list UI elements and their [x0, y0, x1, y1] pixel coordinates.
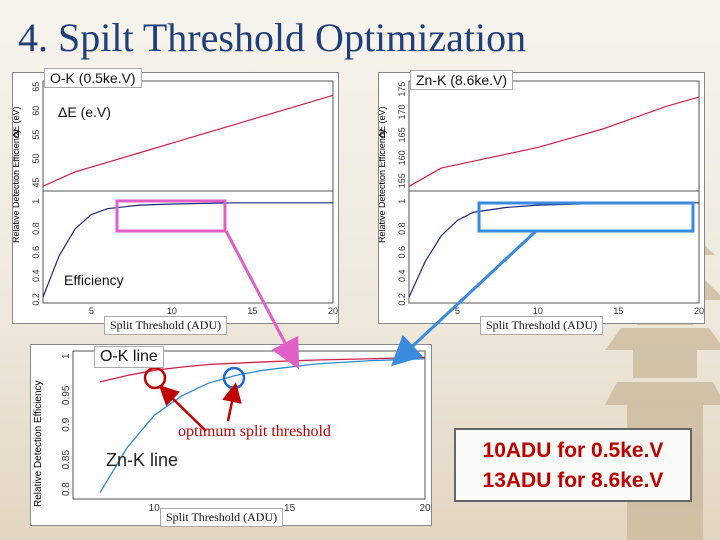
cb-y-tick-3: 0.95 — [61, 385, 72, 405]
zn-x-tick-1: 10 — [533, 306, 543, 316]
zn-x-tick-3: 20 — [694, 306, 704, 316]
ok-bot-tick-0: 0.2 — [31, 293, 41, 306]
zn-top-tick-3: 170 — [397, 105, 407, 120]
ok-panel-label: O-K (0.5ke.V) — [44, 68, 142, 88]
delta-e-label: ΔE (e.V) — [58, 104, 111, 120]
znk-xlabel: Split Threshold (ADU) — [480, 316, 604, 335]
ok-ylabel-bottom: Relative Detection Efficiency — [12, 129, 21, 243]
cb-x-tick-1: 15 — [284, 503, 296, 514]
ok-optimum-marker — [143, 366, 167, 390]
zn-bot-tick-3: 0.8 — [397, 222, 407, 235]
zn-x-tick-0: 5 — [455, 306, 460, 316]
zn-top-tick-4: 175 — [397, 82, 407, 97]
ok-plot: Relative Detection Efficiency ΔE (eV) 45… — [12, 72, 339, 324]
znk-zoom-arrow — [391, 229, 538, 367]
cb-y-tick-0: 0.8 — [61, 482, 72, 496]
ok-top-tick-0: 45 — [31, 177, 41, 187]
ok-bot-tick-4: 1 — [31, 199, 41, 204]
ok-top-tick-1: 50 — [31, 154, 41, 164]
cb-y-tick-1: 0.85 — [61, 450, 72, 470]
ok-bot-tick-3: 0.8 — [31, 222, 41, 235]
ok-xlabel: Split Threshold (ADU) — [104, 316, 228, 335]
ok-bot-tick-2: 0.6 — [31, 246, 41, 259]
ok-focus-box — [115, 199, 227, 233]
combined-znk-curve — [99, 358, 426, 493]
ok-top-tick-2: 55 — [31, 130, 41, 140]
ok-top-tick-4: 65 — [31, 82, 41, 92]
zn-bot-tick-2: 0.6 — [397, 246, 407, 259]
cb-y-tick-2: 0.9 — [61, 417, 72, 431]
ok-bot-tick-1: 0.4 — [31, 270, 41, 283]
combined-xlabel: Split Threshold (ADU) — [160, 508, 284, 527]
combined-ylabel: Relative Detection Efficiency — [33, 380, 44, 507]
znk-ylabel-bottom: Relative Detection Efficiency — [378, 129, 387, 243]
cb-x-tick-2: 20 — [419, 503, 431, 514]
ok-zoom-arrow — [224, 230, 300, 370]
znk-panel-label: Zn-K (8.6ke.V) — [410, 70, 514, 90]
zn-top-tick-1: 160 — [397, 150, 407, 165]
optimum-annotation: optimum split threshold — [178, 423, 331, 440]
zn-top-tick-0: 155 — [397, 173, 407, 188]
zn-top-tick-2: 165 — [397, 127, 407, 142]
ok-top-tick-3: 60 — [31, 106, 41, 116]
ok-x-tick-0: 5 — [89, 306, 94, 316]
znk-plot: Relative Detection Efficiency ΔE (eV) 15… — [378, 72, 705, 324]
zn-bot-tick-0: 0.2 — [397, 293, 407, 306]
combined-ok-label: O-K line — [94, 346, 164, 368]
efficiency-label: Efficiency — [64, 272, 124, 288]
cb-y-tick-4: 1 — [61, 353, 72, 359]
znk-ylabel-top: ΔE (eV) — [378, 106, 387, 138]
optimum-arrow-znk — [222, 382, 242, 422]
ok-ylabel-top: ΔE (eV) — [12, 106, 21, 138]
result-line-2: 13ADU for 8.6ke.V — [482, 469, 664, 492]
znk-delta-e-curve — [408, 96, 700, 187]
result-line-1: 10ADU for 0.5ke.V — [482, 439, 664, 462]
ok-x-tick-1: 10 — [167, 306, 177, 316]
optimum-arrow-ok — [158, 385, 207, 432]
zn-bot-tick-1: 0.4 — [397, 270, 407, 283]
ok-x-tick-2: 15 — [247, 306, 257, 316]
result-box: 10ADU for 0.5ke.V 13ADU for 8.6ke.V — [454, 428, 692, 502]
zn-bot-tick-4: 1 — [397, 199, 407, 204]
combined-ok-curve — [99, 356, 426, 383]
ok-delta-e-curve — [42, 94, 334, 187]
cb-x-tick-0: 10 — [149, 503, 161, 514]
znk-focus-box — [477, 201, 695, 233]
slide-title: 4. Spilt Threshold Optimization — [18, 15, 527, 60]
combined-znk-label: Zn-K line — [106, 450, 179, 470]
combined-plot: Relative Detection Efficiency 0.8 0.85 0.9… — [30, 344, 432, 526]
ok-efficiency-curve — [42, 202, 333, 298]
ok-x-tick-3: 20 — [328, 306, 338, 316]
zn-x-tick-2: 15 — [613, 306, 623, 316]
